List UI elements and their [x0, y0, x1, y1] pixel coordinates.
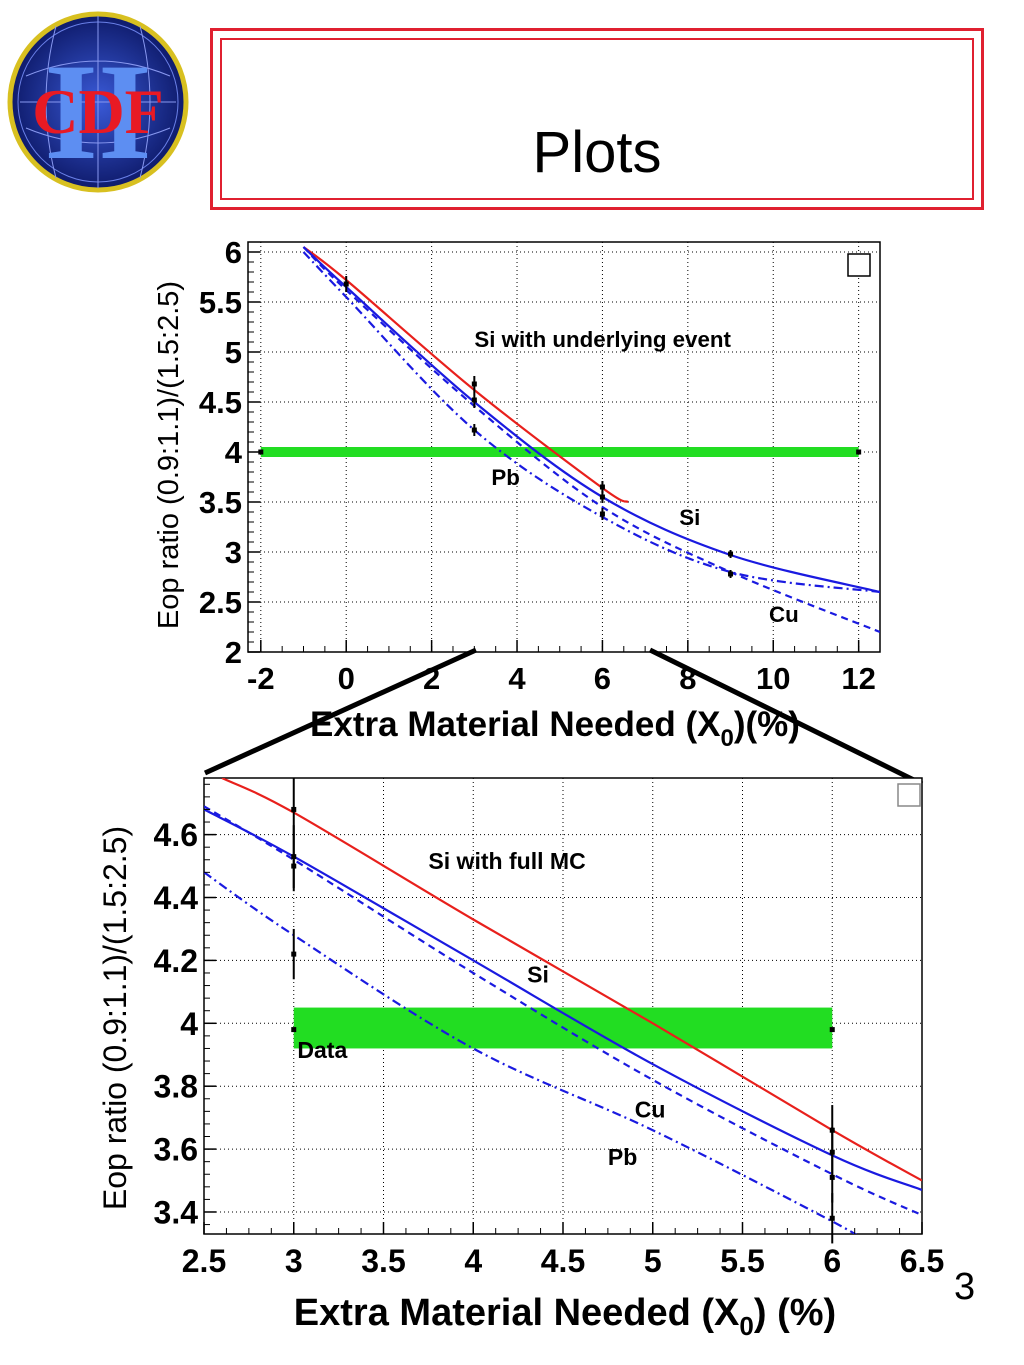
page-number: 3: [954, 1266, 976, 1308]
c1-y-tick-label-4: 4: [225, 435, 243, 470]
c2-data-point-7: [829, 1193, 835, 1244]
logo-text: CDF: [32, 76, 164, 147]
c1-x-tick-label-7: 12: [841, 661, 875, 696]
bottom-x-axis-label-sub: 0: [739, 1311, 753, 1341]
c1-annotation-2: Si: [679, 505, 700, 530]
top-data-band: [260, 447, 859, 457]
c1-band-rect: [260, 447, 859, 457]
c1-data-point-6: [599, 508, 605, 520]
c2-y-tick-label-1: 3.6: [154, 1132, 198, 1168]
top-legend-box: [847, 253, 871, 277]
c2-annotation-3: Cu: [635, 1097, 666, 1123]
c1-y-tick-label-7: 5.5: [199, 285, 242, 320]
c1-y-tick-label-6: 5: [225, 335, 242, 370]
c1-y-tick-label-8: 6: [225, 235, 242, 270]
top-annotations: Si with underlying event Pb Si Cu: [474, 327, 798, 627]
c1-x-tick-label-1: 0: [338, 661, 355, 696]
bottom-data-points: [291, 778, 835, 1244]
c1-x-tick-label-6: 10: [756, 661, 790, 696]
c2-y-tick-label-0: 3.4: [154, 1195, 199, 1231]
top-x-axis-label-sub: 0: [720, 725, 733, 752]
c2-x-tick-label-1: 3: [285, 1243, 303, 1279]
c1-annotation-0: Si with underlying event: [474, 327, 731, 352]
c1-y-tick-label-1: 2.5: [199, 585, 242, 620]
top-x-axis-label-main: Extra Material Needed (X: [310, 705, 721, 744]
top-y-axis-label: Eop ratio (0.9:1.1)/(1.5:2.5): [153, 281, 185, 629]
bottom-x-axis-label-tail: ) (%): [754, 1292, 836, 1334]
c1-y-tick-label-3: 3.5: [199, 485, 242, 520]
bottom-x-axis-label: Extra Material Needed (X0) (%): [294, 1292, 836, 1341]
c2-y-tick-label-4: 4.2: [154, 943, 198, 979]
c2-y-tick-label-6: 4.6: [154, 817, 198, 853]
c2-data-point-2: [291, 840, 297, 892]
c1-data-point-5: [599, 491, 605, 503]
c2-y-tick-label-2: 3.8: [154, 1069, 198, 1105]
bottom-annotations: Si with full MC Si Data Cu Pb: [297, 848, 665, 1170]
c1-series-si: [302, 246, 880, 594]
logo-roman-numeral: II: [44, 35, 151, 188]
c2-data-point-3: [291, 928, 297, 980]
c2-x-tick-label-2: 3.5: [361, 1243, 405, 1279]
c2-data-point-8: [291, 1027, 297, 1033]
bottom-y-axis-label: Eop ratio (0.9:1.1)/(1.5:2.5): [97, 826, 133, 1210]
top-data-points: [258, 276, 862, 578]
c2-x-tick-label-5: 5: [644, 1243, 662, 1279]
c1-data-point-2: [471, 392, 477, 408]
zoom-line-right: [648, 647, 924, 787]
title-frame: Plots: [210, 28, 984, 210]
c1-y-tick-label-2: 3: [225, 535, 242, 570]
c2-x-tick-label-6: 5.5: [720, 1243, 764, 1279]
c2-data-point-9: [829, 1027, 835, 1033]
c1-x-tick-label-0: -2: [247, 661, 275, 696]
c1-data-point-9: [258, 449, 264, 455]
c1-annotation-3: Cu: [769, 602, 799, 627]
slide-title: Plots: [532, 120, 662, 185]
c2-annotation-1: Si: [527, 961, 549, 987]
c1-data-point-10: [856, 449, 862, 455]
c1-annotation-1: Pb: [491, 465, 520, 490]
bottom-axis-ticks: 2.5 3 3.5 4 4.5 5 5.5 6 6.5 3.4 3.6 3.8 4 4.2 4.4 4.6: [154, 783, 944, 1279]
c2-annotation-4: Pb: [608, 1144, 637, 1170]
c1-x-tick-label-4: 6: [594, 661, 611, 696]
c1-data-point-3: [471, 424, 477, 436]
c1-data-point-7: [728, 550, 734, 558]
c1-series-cu: [302, 246, 880, 634]
c1-y-tick-label-5: 4.5: [199, 385, 242, 420]
cdf-logo: II CDF: [7, 11, 189, 193]
c2-x-tick-label-0: 2.5: [182, 1243, 226, 1279]
c1-series-pb: [302, 251, 880, 594]
c2-x-tick-label-4: 4.5: [541, 1243, 585, 1279]
c1-data-point-1: [471, 376, 477, 392]
c2-annotation-0: Si with full MC: [428, 848, 585, 874]
c2-annotation-2: Data: [297, 1037, 347, 1063]
c1-x-tick-label-3: 4: [508, 661, 526, 696]
c2-x-tick-label-7: 6: [823, 1243, 841, 1279]
bottom-legend-box: [897, 783, 921, 807]
bottom-x-axis-label-main: Extra Material Needed (X: [294, 1292, 740, 1334]
c2-x-tick-label-3: 4: [464, 1243, 482, 1279]
c1-data-point-8: [728, 570, 734, 578]
c1-y-tick-label-0: 2: [225, 635, 242, 670]
c2-y-tick-label-5: 4.4: [154, 880, 199, 916]
c2-y-tick-label-3: 4: [180, 1006, 198, 1042]
title-frame-inner: [220, 38, 974, 200]
top-x-axis-label-tail: )(%): [734, 705, 800, 744]
zoom-line-left: [203, 647, 478, 776]
c2-x-tick-label-8: 6.5: [900, 1243, 944, 1279]
c1-data-point-0: [343, 276, 349, 292]
top-x-axis-label: Extra Material Needed (X0)(%): [310, 705, 800, 752]
c2-series-cu: [204, 805, 922, 1217]
